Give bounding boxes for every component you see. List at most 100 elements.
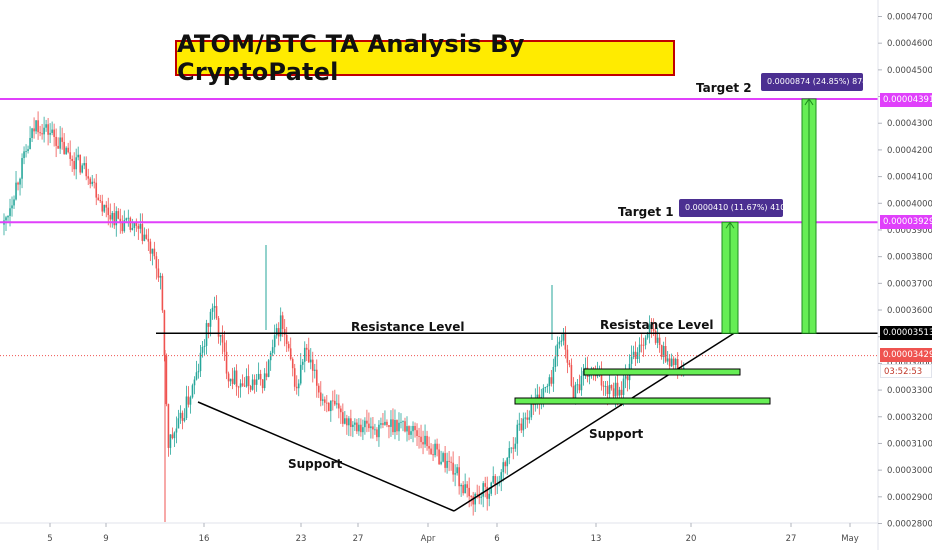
candle-body xyxy=(330,400,332,412)
candle-body xyxy=(412,426,414,432)
candle-body xyxy=(614,382,617,397)
candle-body xyxy=(65,147,67,155)
candle-body xyxy=(25,151,27,152)
candle-body xyxy=(101,201,104,212)
candle-body xyxy=(580,375,583,391)
candle-body xyxy=(89,178,92,185)
candle-body xyxy=(61,137,63,142)
candle-body xyxy=(396,420,398,432)
candle-body xyxy=(309,359,312,363)
candle-body xyxy=(39,132,41,134)
candle-body xyxy=(317,385,320,393)
candle-body xyxy=(125,218,128,221)
candle-body xyxy=(492,476,495,483)
candle-body xyxy=(582,371,585,376)
candle-body xyxy=(334,400,336,405)
candle-body xyxy=(514,443,517,449)
candle-body xyxy=(548,377,551,386)
candle-body xyxy=(374,429,376,431)
candle-body xyxy=(283,329,286,335)
candle-body xyxy=(622,378,625,395)
candle-body xyxy=(263,373,266,389)
candle-body xyxy=(670,358,673,367)
candle-body xyxy=(378,424,380,438)
candle-body xyxy=(398,422,400,432)
candle-body xyxy=(618,389,621,396)
candle-body xyxy=(402,421,404,423)
candle-body xyxy=(137,225,140,229)
x-tick-label: 6 xyxy=(494,534,499,544)
candle-body xyxy=(63,141,65,155)
chart-title: ATOM/BTC TA Analysis By CryptoPatel xyxy=(175,30,675,86)
candle-body xyxy=(522,418,525,431)
candle-body xyxy=(448,460,450,462)
candle-body xyxy=(35,120,37,132)
candle-body xyxy=(203,345,206,348)
candle-body xyxy=(123,220,126,232)
candle-body xyxy=(404,421,406,432)
candle-body xyxy=(454,473,456,475)
candle-body xyxy=(370,426,372,429)
candle-body xyxy=(576,384,579,386)
support-label-right: Support xyxy=(589,427,644,441)
candle-body xyxy=(446,460,448,468)
candle-body xyxy=(650,324,653,329)
candle-body xyxy=(153,248,156,257)
y-tick-label: 0.0003000 xyxy=(887,466,932,476)
candle-body xyxy=(642,344,645,346)
candle-body xyxy=(444,453,446,468)
candle-body xyxy=(237,386,240,388)
candle-body xyxy=(157,268,160,278)
candle-body xyxy=(225,351,228,374)
candle-body xyxy=(528,417,531,420)
candle-body xyxy=(273,335,276,348)
candle-body xyxy=(97,197,100,201)
candle-body xyxy=(552,366,555,384)
candle-body xyxy=(145,234,148,239)
candle-body xyxy=(5,217,7,221)
candle-countdown: 03:52:53 xyxy=(880,364,932,378)
candle-body xyxy=(301,361,304,365)
candle-body xyxy=(474,493,476,505)
candle-body xyxy=(179,412,182,419)
candle-body xyxy=(620,389,623,395)
candle-body xyxy=(149,241,152,254)
candle-body xyxy=(420,436,422,443)
candle-body xyxy=(31,128,33,138)
candle-body xyxy=(265,373,268,377)
x-tick-label: 16 xyxy=(199,534,210,544)
candle-body xyxy=(45,124,47,128)
y-tick-label: 0.0004200 xyxy=(887,146,932,156)
candle-body xyxy=(13,199,15,206)
candle-body xyxy=(418,436,420,437)
candle-body xyxy=(562,333,565,341)
x-axis: 5 9 16 23 27 Apr 6 13 20 27 May xyxy=(0,522,878,544)
candle-body xyxy=(526,417,529,420)
resistance-price-tag: 0.00003513 xyxy=(880,326,932,340)
candle-body xyxy=(221,334,224,343)
candle-body xyxy=(530,402,533,418)
candle-body xyxy=(368,423,370,429)
y-tick-label: 0.0004600 xyxy=(887,39,932,49)
candle-body xyxy=(67,147,69,153)
candle-body xyxy=(257,373,260,380)
candle-body xyxy=(169,434,172,448)
y-tick-label: 0.0002800 xyxy=(887,520,932,530)
candle-body xyxy=(7,215,9,218)
candle-body xyxy=(466,484,468,488)
candle-body xyxy=(117,211,120,219)
candle-body xyxy=(307,349,310,363)
candle-body xyxy=(267,360,270,377)
candle-body xyxy=(133,223,136,228)
y-tick-label: 0.0003100 xyxy=(887,439,932,449)
candle-body xyxy=(285,334,288,344)
candle-body xyxy=(424,435,426,445)
target2-arrow-head xyxy=(804,98,814,106)
candle-body xyxy=(656,337,659,343)
candle-body xyxy=(245,376,248,387)
x-tick-label: 20 xyxy=(686,534,697,544)
resistance-label-left: Resistance Level xyxy=(351,320,465,334)
candle-body xyxy=(606,386,609,395)
y-tick-label: 0.0004100 xyxy=(887,173,932,183)
